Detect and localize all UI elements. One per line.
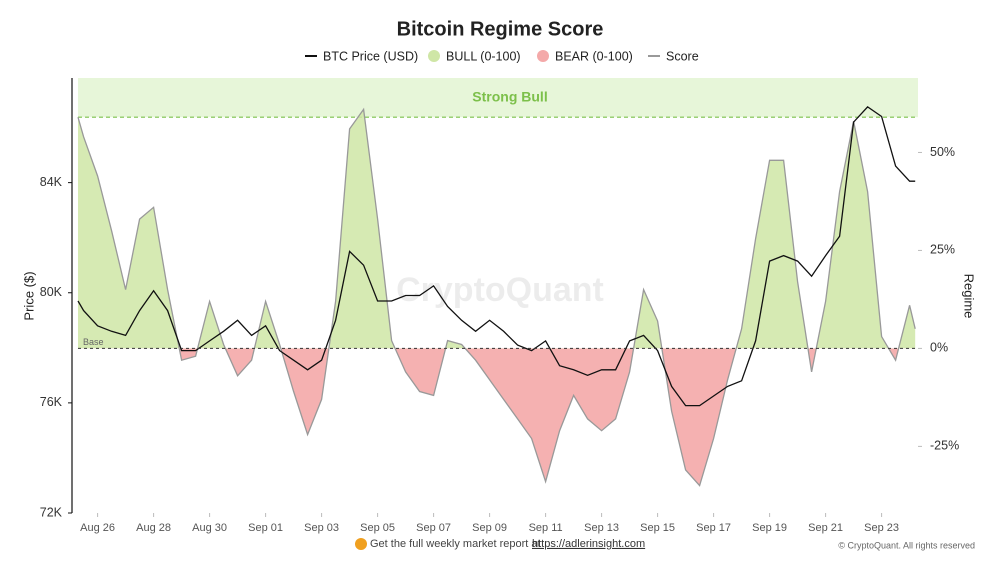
bull-area [78,109,916,349]
legend-label: BULL (0-100) [446,49,521,63]
watermark: CryptoQuant [396,271,604,309]
strong-bull-label: Strong Bull [472,88,547,104]
y-tick-label: 84K [40,175,63,189]
y2-tick-label: 0% [930,341,948,355]
x-tick-label: Sep 15 [640,522,675,534]
x-tick-label: Sep 19 [752,522,787,534]
y-tick-label: 76K [40,395,63,409]
x-tick-label: Aug 26 [80,522,115,534]
copyright: © CryptoQuant. All rights reserved [838,540,975,550]
y2-tick-label: 50% [930,145,955,159]
footer-link[interactable]: https://adlerinsight.com [532,538,645,550]
x-tick-label: Sep 17 [696,522,731,534]
y2-tick-label: 25% [930,243,955,257]
y-tick-label: 80K [40,285,63,299]
base-label: Base [83,337,104,347]
strong-bull-band [78,78,918,118]
chart-title: Bitcoin Regime Score [397,18,604,40]
legend-swatch [428,50,440,62]
x-tick-label: Sep 21 [808,522,843,534]
legend-label: BEAR (0-100) [555,49,633,63]
x-tick-label: Sep 23 [864,522,899,534]
footer-icon [355,538,367,550]
y2-axis-label: Regime [962,274,977,319]
x-tick-label: Sep 09 [472,522,507,534]
x-tick-label: Sep 05 [360,522,395,534]
x-tick-label: Sep 03 [304,522,339,534]
footer-text: Get the full weekly market report at [370,538,541,550]
x-tick-label: Aug 28 [136,522,171,534]
legend-label: Score [666,49,699,63]
x-tick-label: Sep 07 [416,522,451,534]
x-tick-label: Sep 01 [248,522,283,534]
y-tick-label: 72K [40,505,63,519]
price-line [77,106,916,407]
legend-label: BTC Price (USD) [323,49,418,63]
y-axis-label: Price ($) [21,271,36,320]
x-tick-label: Aug 30 [192,522,227,534]
score-line [77,107,916,487]
y2-tick-label: -25% [930,439,959,453]
bear-area [179,348,899,486]
x-tick-label: Sep 11 [529,522,563,534]
legend-swatch [537,50,549,62]
x-tick-label: Sep 13 [584,522,619,534]
